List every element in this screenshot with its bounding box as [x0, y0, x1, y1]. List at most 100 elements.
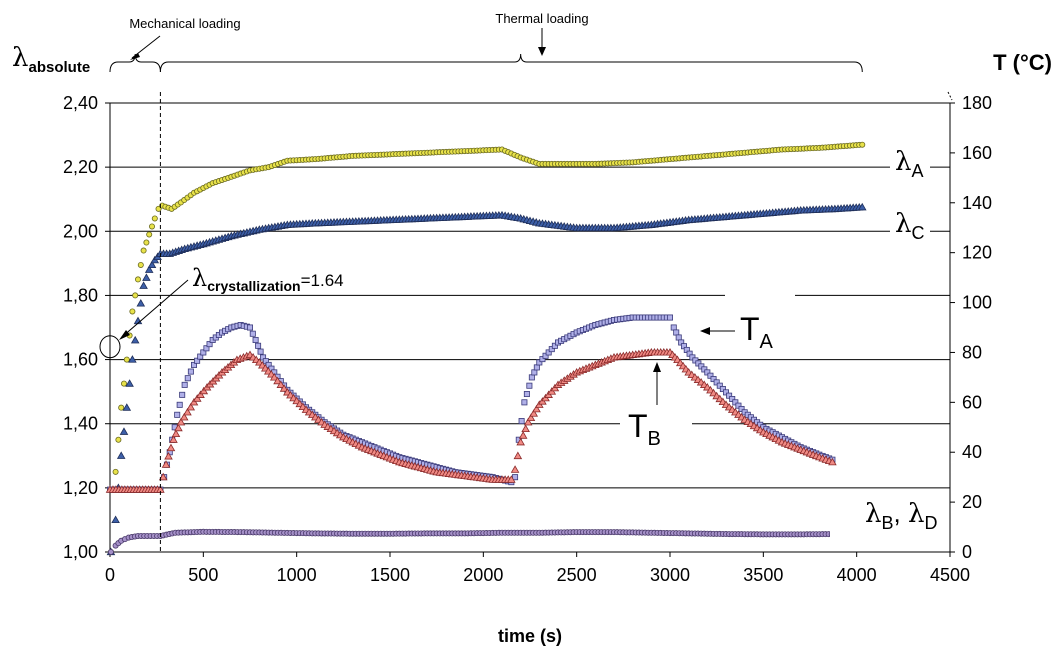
lambda-separator: ,: [894, 498, 908, 528]
data-point: [174, 423, 183, 432]
data-point: [136, 299, 146, 307]
thermal-brace: [159, 53, 863, 73]
y-left-tick-label: 1,80: [63, 285, 98, 305]
y-left-tick-label: 2,40: [63, 93, 98, 113]
data-point: [130, 335, 140, 344]
data-point: [194, 357, 201, 364]
label-background: [725, 290, 795, 316]
data-point: [143, 239, 150, 246]
x-tick-label: 2000: [463, 565, 503, 585]
x-axis-title: time (s): [498, 626, 562, 646]
label-background: [890, 210, 930, 246]
data-point: [158, 472, 168, 481]
series--a: [107, 141, 866, 556]
data-point: [719, 386, 726, 393]
data-point: [512, 474, 519, 481]
y-left-tick-label: 1,00: [63, 542, 98, 562]
data-point: [137, 261, 144, 268]
data-point: [513, 451, 523, 460]
data-point: [735, 402, 742, 409]
lambda-a-sub: A: [911, 161, 923, 181]
y-right-tick-label: 100: [962, 293, 992, 313]
x-tick-label: 2500: [557, 565, 597, 585]
data-point: [528, 374, 535, 381]
data-point: [276, 380, 286, 388]
x-tick-label: 1000: [277, 565, 317, 585]
data-point: [729, 396, 736, 403]
data-point: [147, 260, 157, 269]
data-point: [726, 392, 733, 399]
data-point: [139, 281, 148, 289]
data-point: [183, 407, 192, 416]
data-point: [249, 330, 256, 337]
y-right-axis-title: T (°C): [993, 50, 1052, 75]
y-left-tick-label: 1,20: [63, 478, 98, 498]
ta-arrowhead: [700, 327, 710, 335]
data-point: [246, 324, 253, 331]
lambda-d-symbol: λ: [908, 499, 924, 529]
data-point: [713, 379, 720, 386]
series-label-ta: TA: [740, 311, 774, 353]
mechanical-loading-label: Mechanical loading: [129, 16, 240, 31]
data-point: [723, 389, 730, 396]
y-right-tick-label: 160: [962, 143, 992, 163]
data-point: [529, 409, 539, 417]
data-point: [129, 308, 136, 315]
data-point: [112, 468, 119, 475]
data-point: [542, 352, 549, 359]
data-point: [115, 436, 122, 443]
data-point: [670, 324, 677, 331]
data-point: [732, 399, 739, 406]
tb-arrowhead: [653, 362, 661, 372]
label-background: [620, 408, 692, 448]
data-point: [667, 314, 674, 321]
data-point: [196, 390, 205, 398]
series-label-tb: TB: [628, 408, 661, 450]
data-point: [279, 384, 289, 392]
thermal-arrowhead: [538, 47, 546, 56]
data-point: [176, 417, 186, 426]
data-point: [704, 369, 711, 376]
data-point: [174, 411, 181, 418]
data-point: [707, 372, 714, 379]
data-point: [128, 355, 137, 363]
y-right-tick-label: 0: [962, 542, 972, 562]
right-top-tick: [947, 91, 953, 101]
y-left-axis-title: λabsolute: [12, 43, 90, 76]
lambda-b-sub: B: [881, 513, 893, 533]
data-point: [142, 273, 151, 281]
x-tick-label: 4500: [930, 565, 970, 585]
data-point: [148, 223, 155, 230]
data-point: [146, 231, 153, 238]
y-right-tick-label: 80: [962, 342, 982, 362]
lambda-b-symbol: λ: [865, 499, 881, 529]
x-tick-label: 500: [188, 565, 218, 585]
series-label-lambda-b-d: λB, λD: [865, 498, 937, 533]
tb-sub: B: [648, 428, 661, 450]
label-background: [890, 148, 930, 184]
data-point: [134, 276, 141, 283]
data-point: [155, 205, 162, 212]
lambda-a-symbol: λ: [895, 147, 911, 177]
crystallization-value: =1.64: [301, 271, 344, 290]
data-point: [523, 391, 530, 398]
data-point: [197, 353, 204, 360]
data-point: [111, 515, 120, 524]
data-point: [857, 202, 867, 211]
series-label-lambda-a: λA: [895, 147, 924, 181]
axes: [109, 103, 951, 553]
data-point: [116, 451, 126, 459]
tick-labels: 1,00 1,20 1,40 1,60 1,80 2,00 2,20 2,40 0 20 40 60 8…: [63, 93, 992, 585]
x-tick-label: 4000: [837, 565, 877, 585]
lambda-c-sub: C: [911, 223, 924, 243]
data-marks: [105, 141, 867, 556]
data-point: [121, 380, 128, 387]
data-point: [190, 361, 197, 368]
data-point: [203, 345, 210, 352]
data-point: [192, 394, 202, 402]
data-point: [516, 437, 525, 446]
data-point: [518, 418, 525, 425]
data-point: [132, 292, 139, 299]
data-point: [510, 465, 520, 473]
